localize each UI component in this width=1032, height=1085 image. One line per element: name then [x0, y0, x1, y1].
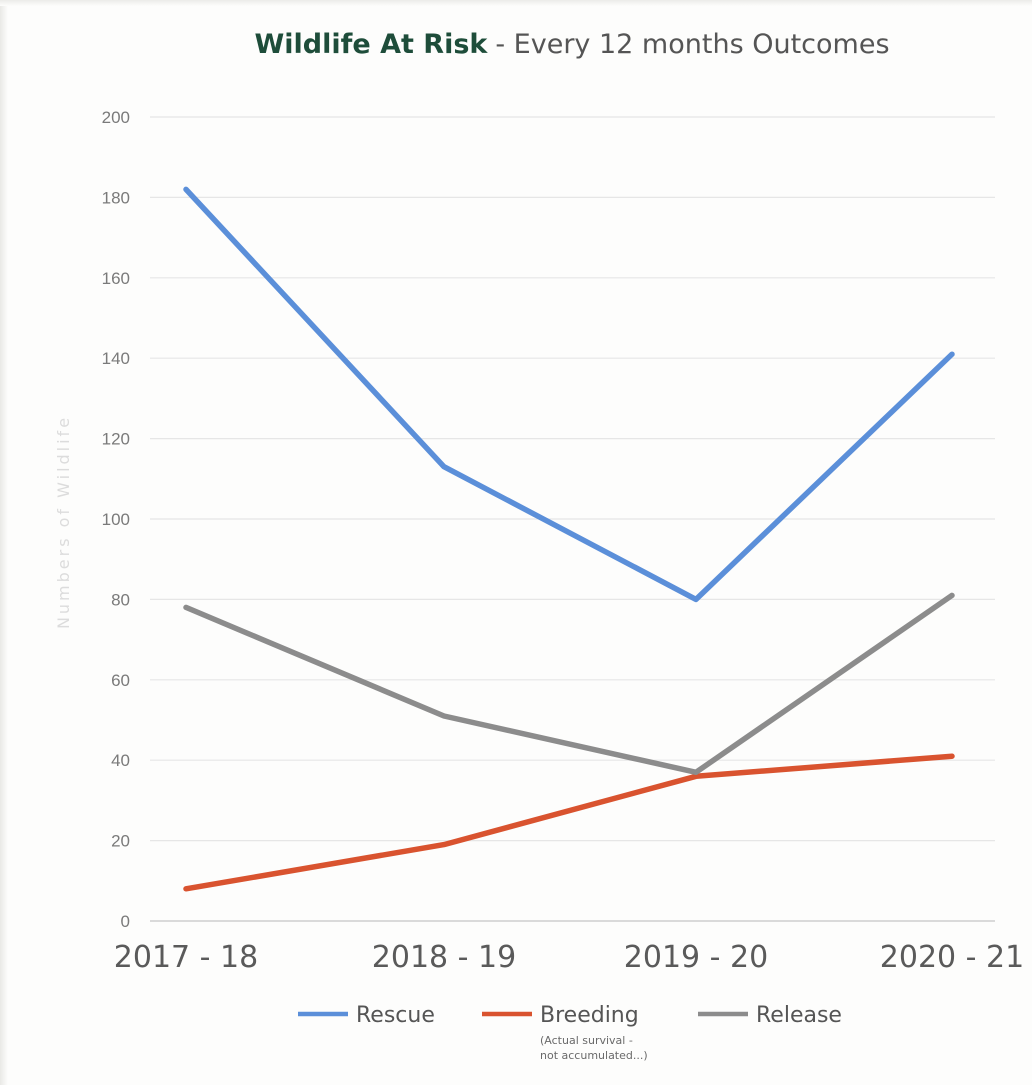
photo-edge-left [0, 0, 8, 1085]
y-tick-label: 180 [102, 188, 130, 207]
legend-label-release: Release [756, 1003, 842, 1028]
series-lines [183, 186, 955, 892]
legend-note-line: not accumulated...) [540, 1049, 648, 1062]
x-tick-label: 2020 - 21 [880, 940, 1024, 975]
photo-edge-top [0, 0, 1032, 6]
svg-text:Wildlife At Risk- Every 12 mon: Wildlife At Risk - Every 12 months Outcom… [254, 29, 889, 60]
y-tick-label: 120 [102, 430, 130, 449]
chart-subtitle: - Every 12 months Outcomes [495, 29, 889, 60]
y-tick-label: 100 [102, 510, 130, 529]
chart-title-main: Wildlife At Risk [254, 29, 488, 60]
legend-label-rescue: Rescue [356, 1003, 435, 1028]
series-line-breeding [183, 753, 955, 892]
x-tick-label: 2017 - 18 [114, 940, 258, 975]
gridlines [150, 116, 995, 922]
y-tick-label: 80 [111, 590, 130, 609]
y-tick-label: 20 [111, 832, 130, 851]
y-tick-labels: 0 20 40 60 80 100 120 140 160 180 200 [102, 108, 130, 931]
y-axis-label: Numbers of Wildlife [54, 415, 73, 629]
y-tick-label: 200 [102, 108, 130, 127]
y-tick-label: 140 [102, 349, 130, 368]
y-tick-label: 60 [111, 671, 130, 690]
legend: Rescue Breeding (Actual survival - not accu… [298, 1003, 842, 1062]
x-tick-label: 2019 - 20 [624, 940, 768, 975]
series-line-rescue [183, 186, 955, 603]
legend-label-breeding: Breeding [540, 1003, 639, 1028]
x-tick-labels: 2017 - 18 2018 - 19 2019 - 20 2020 - 21 [114, 940, 1024, 975]
y-tick-label: 40 [111, 751, 130, 770]
y-tick-label: 160 [102, 269, 130, 288]
x-tick-label: 2018 - 19 [372, 940, 516, 975]
series-line-release [183, 592, 955, 776]
chart-title: Wildlife At Risk - Every 12 months Outcom… [254, 29, 889, 60]
legend-note-line: (Actual survival - [540, 1034, 633, 1047]
y-tick-label: 0 [121, 912, 130, 931]
